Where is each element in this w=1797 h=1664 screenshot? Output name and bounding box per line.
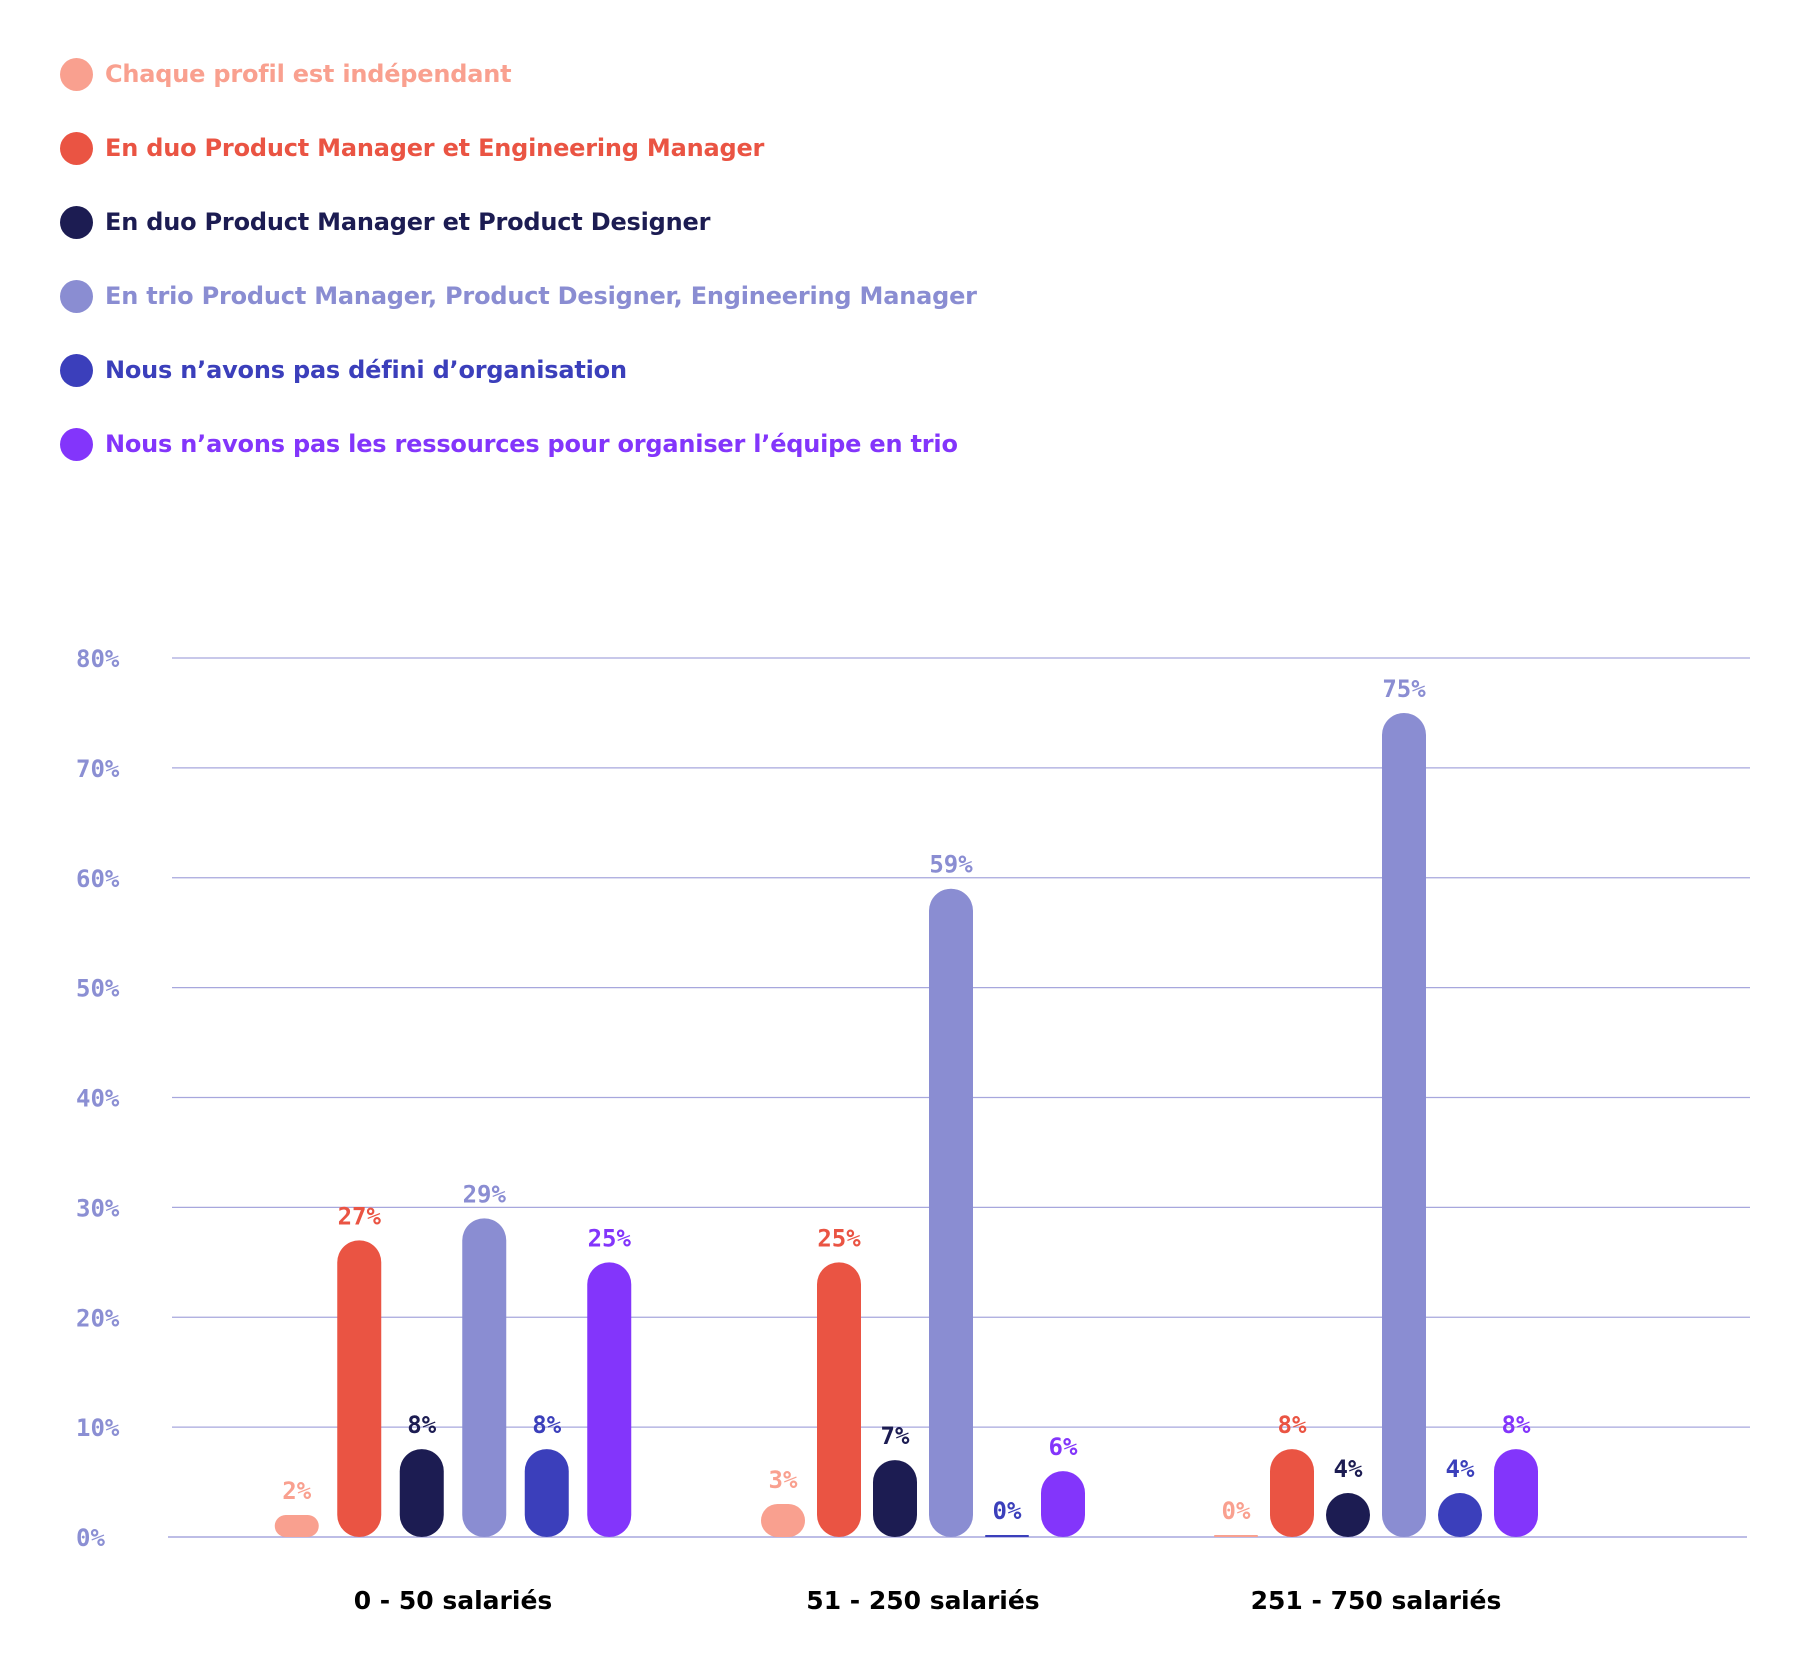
legend-swatch [60, 427, 93, 461]
y-tick-label: 50% [76, 975, 120, 1003]
bar-value-label: 59% [929, 851, 973, 879]
bar-value-label: 8% [1502, 1411, 1531, 1439]
legend-swatch [60, 279, 93, 313]
bar [337, 1240, 382, 1537]
legend-label: Nous n’avons pas défini d’organisation [105, 356, 627, 384]
bar-value-label: 6% [1049, 1433, 1078, 1461]
legend-label: En duo Product Manager et Product Design… [105, 208, 711, 236]
y-tick-label: 80% [76, 645, 120, 673]
bar [1041, 1471, 1085, 1537]
legend-item: En trio Product Manager, Product Designe… [60, 279, 977, 313]
bar [761, 1504, 805, 1537]
bar [1326, 1493, 1370, 1537]
bar-value-label: 4% [1334, 1455, 1363, 1483]
bar-value-label: 25% [588, 1224, 632, 1252]
legend-item: Nous n’avons pas défini d’organisation [60, 353, 977, 387]
bar-value-label: 7% [881, 1422, 910, 1450]
x-category-label: 251 - 750 salariés [1251, 1586, 1502, 1615]
y-tick-label: 30% [76, 1194, 120, 1222]
y-tick-label: 20% [76, 1304, 120, 1332]
legend-item: Nous n’avons pas les ressources pour org… [60, 427, 977, 461]
bar [1270, 1449, 1314, 1537]
bar [462, 1218, 507, 1537]
bar-value-label: 3% [769, 1466, 798, 1494]
bar-value-label: 25% [817, 1224, 861, 1252]
legend-swatch [60, 353, 93, 387]
bar [1438, 1493, 1482, 1537]
chart-legend: Chaque profil est indépendant En duo Prod… [60, 57, 977, 502]
legend-label: Nous n’avons pas les ressources pour org… [105, 430, 958, 458]
y-tick-label: 70% [76, 755, 120, 783]
bar-value-label: 2% [282, 1477, 311, 1505]
bar [274, 1515, 319, 1537]
legend-swatch [60, 57, 93, 91]
y-tick-label: 60% [76, 865, 120, 893]
bar-value-label: 27% [338, 1202, 382, 1230]
legend-label: En duo Product Manager et Engineering Ma… [105, 134, 765, 162]
legend-swatch [60, 131, 93, 165]
bar-value-label: 4% [1446, 1455, 1475, 1483]
bar [587, 1262, 632, 1537]
bar [399, 1449, 444, 1537]
legend-label: En trio Product Manager, Product Designe… [105, 282, 977, 310]
legend-swatch [60, 205, 93, 239]
y-tick-label: 10% [76, 1414, 120, 1442]
bar-value-label: 0% [993, 1497, 1022, 1525]
bar [873, 1460, 917, 1537]
legend-item: En duo Product Manager et Engineering Ma… [60, 131, 977, 165]
legend-label: Chaque profil est indépendant [105, 60, 512, 88]
legend-item: Chaque profil est indépendant [60, 57, 977, 91]
bar [985, 1535, 1029, 1537]
legend-item: En duo Product Manager et Product Design… [60, 205, 977, 239]
bar [1494, 1449, 1538, 1537]
bar [524, 1449, 569, 1537]
bar [1382, 712, 1426, 1537]
bar [929, 888, 973, 1537]
bar-value-label: 8% [1278, 1411, 1307, 1439]
y-tick-label: 40% [76, 1085, 120, 1113]
x-category-label: 0 - 50 salariés [354, 1586, 553, 1615]
bar [817, 1262, 861, 1537]
bar-value-label: 29% [463, 1180, 507, 1208]
bar-value-label: 8% [407, 1411, 436, 1439]
y-tick-label: 0% [76, 1524, 105, 1552]
bar-value-label: 75% [1382, 675, 1426, 703]
bar-value-label: 0% [1222, 1497, 1251, 1525]
x-category-label: 51 - 250 salariés [806, 1586, 1039, 1615]
bar-value-label: 8% [532, 1411, 561, 1439]
bar [1214, 1535, 1258, 1537]
